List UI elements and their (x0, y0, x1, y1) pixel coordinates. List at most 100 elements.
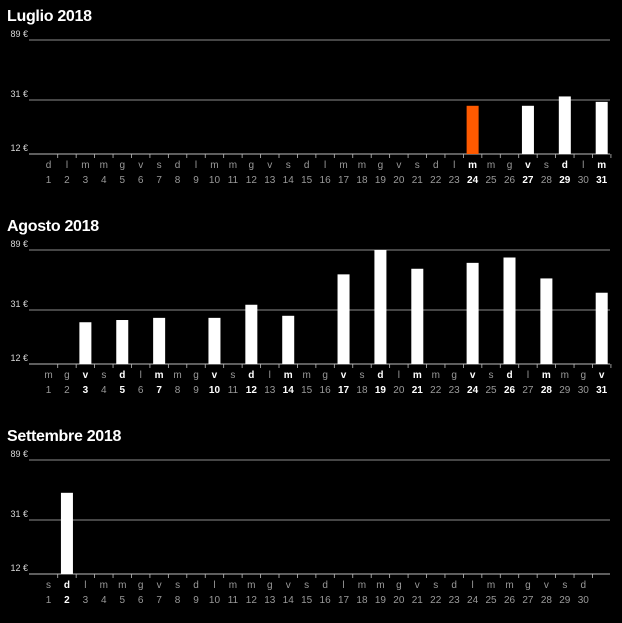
day-number: 7 (156, 595, 162, 606)
weekday-letter: d (580, 580, 586, 591)
day-number: 6 (138, 175, 144, 186)
day-number: 18 (356, 595, 368, 606)
day-number: 6 (138, 385, 144, 396)
month-chart-september: Settembre 2018 89 €31 €12 € s 1 d 2 l 3 m 4 m 5 g 6 v… (0, 428, 622, 618)
day-number: 5 (119, 175, 125, 186)
weekday-letter: d (506, 370, 512, 381)
y-tick-label: 12 € (10, 143, 28, 153)
day-number: 2 (64, 595, 70, 606)
day-number: 23 (449, 595, 461, 606)
weekday-letter: d (175, 160, 181, 171)
weekday-letter: v (138, 160, 143, 171)
weekday-letter: g (322, 370, 328, 381)
day-number: 28 (541, 385, 553, 396)
weekday-letter: l (213, 580, 215, 591)
weekday-letter: m (210, 160, 218, 171)
weekday-letter: l (140, 370, 142, 381)
bar (282, 315, 295, 364)
weekday-letter: s (175, 580, 180, 591)
bar (558, 96, 571, 154)
month-title: Agosto 2018 (7, 218, 99, 235)
day-number: 20 (393, 595, 405, 606)
day-number: 11 (228, 175, 239, 186)
weekday-letter: m (561, 370, 569, 381)
weekday-letter: g (138, 580, 144, 591)
day-number: 7 (156, 385, 162, 396)
weekday-letter: d (248, 370, 254, 381)
day-number: 26 (504, 175, 516, 186)
day-number: 19 (375, 595, 387, 606)
weekday-letter: v (83, 370, 89, 381)
weekday-letter: m (339, 160, 347, 171)
weekday-letter: m (505, 580, 513, 591)
weekday-letter: m (100, 160, 108, 171)
weekday-letter: m (542, 370, 551, 381)
weekday-letter: v (267, 160, 272, 171)
bar (337, 274, 350, 364)
month-chart-august: Agosto 2018 89 €31 €12 € m 1 g 2 v 3 s 4 d 5 l 6 m 7 m 8… (0, 218, 622, 408)
day-number: 14 (283, 175, 295, 186)
day-number: 24 (467, 175, 479, 186)
day-number: 10 (209, 595, 221, 606)
weekday-letter: g (193, 370, 199, 381)
day-number: 18 (356, 175, 368, 186)
bar (503, 257, 516, 364)
day-number: 15 (301, 595, 313, 606)
day-number: 14 (283, 385, 295, 396)
day-number: 13 (264, 385, 276, 396)
weekday-letter: v (341, 370, 347, 381)
weekday-letter: l (66, 160, 68, 171)
weekday-letter: m (247, 580, 255, 591)
y-tick-label: 89 € (10, 29, 28, 39)
weekday-letter: v (286, 580, 291, 591)
day-number: 16 (320, 595, 332, 606)
day-number: 24 (467, 385, 479, 396)
day-number: 22 (430, 595, 442, 606)
weekday-letter: v (415, 580, 420, 591)
day-number: 14 (283, 595, 295, 606)
day-number: 12 (246, 175, 258, 186)
weekday-letter: m (81, 160, 89, 171)
weekday-letter: d (451, 580, 457, 591)
day-number: 20 (393, 175, 405, 186)
weekday-letter: v (470, 370, 476, 381)
day-number: 30 (578, 595, 590, 606)
weekday-letter: g (507, 160, 513, 171)
day-number: 31 (596, 385, 608, 396)
weekday-letter: m (44, 370, 52, 381)
weekday-letter: g (580, 370, 586, 381)
day-number: 3 (83, 595, 89, 606)
weekday-letter: l (84, 580, 86, 591)
weekday-letter: l (453, 160, 455, 171)
weekday-letter: l (269, 370, 271, 381)
bar-chart: 89 €31 €12 €s1d2l3m4m5g6v7s8d9l10m11m12g… (10, 449, 610, 606)
day-number: 19 (375, 385, 387, 396)
weekday-letter: m (597, 160, 606, 171)
bar-chart: 89 €31 €12 €m1g2v3s4d5l6m7m8g9v10s11d12l… (10, 239, 612, 396)
bar (153, 317, 166, 364)
day-number: 27 (522, 175, 534, 186)
weekday-letter: d (377, 370, 383, 381)
month-chart-july: Luglio 2018 89 €31 €12 € d 1 l 2 m 3 m 4 g 5 v 6 s 7 d 8… (0, 8, 622, 198)
day-number: 12 (246, 385, 258, 396)
bar (208, 317, 221, 364)
day-number: 9 (193, 595, 199, 606)
weekday-letter: d (193, 580, 199, 591)
day-number: 1 (46, 175, 52, 186)
day-number: 29 (559, 175, 571, 186)
weekday-letter: d (119, 370, 125, 381)
day-number: 3 (83, 175, 89, 186)
day-number: 4 (101, 595, 107, 606)
month-title: Settembre 2018 (7, 428, 122, 445)
weekday-letter: m (468, 160, 477, 171)
weekday-letter: m (432, 370, 440, 381)
day-number: 21 (412, 595, 424, 606)
weekday-letter: m (229, 580, 237, 591)
day-number: 19 (375, 175, 387, 186)
weekday-letter: s (433, 580, 438, 591)
day-number: 5 (119, 595, 125, 606)
weekday-letter: s (46, 580, 51, 591)
day-number: 23 (449, 385, 461, 396)
weekday-letter: l (398, 370, 400, 381)
day-number: 25 (485, 595, 497, 606)
